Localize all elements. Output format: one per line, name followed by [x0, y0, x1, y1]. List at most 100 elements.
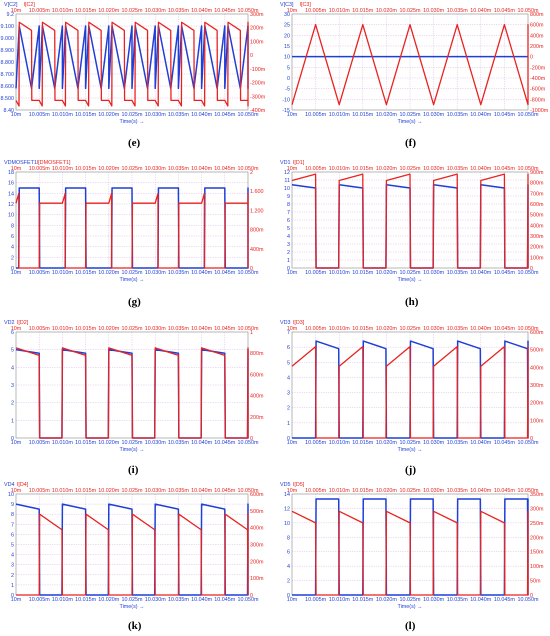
- y-tick-left: 6: [11, 330, 14, 336]
- x-tick-bottom: 10.030m: [423, 270, 444, 276]
- x-tick-bottom: 10m: [287, 112, 298, 118]
- y-tick-right: -800m: [530, 97, 546, 103]
- x-tick-bottom: 10.015m: [352, 112, 373, 118]
- x-tick-top: 10.015m: [75, 166, 96, 172]
- x-tick-top: 10.020m: [98, 8, 119, 14]
- caption-f: (f): [405, 137, 416, 149]
- x-tick-bottom: 10.040m: [191, 597, 212, 603]
- y-tick-left: 12: [284, 170, 290, 176]
- legend-entry: I[D5]: [293, 482, 305, 488]
- y-tick-left: 9.100: [1, 24, 15, 30]
- x-axis-label: Time(s) →: [120, 604, 145, 610]
- x-tick-bottom: 10.035m: [168, 270, 189, 276]
- x-tick-bottom: 10.035m: [447, 270, 468, 276]
- x-tick-top: 10.025m: [122, 8, 143, 14]
- x-tick-top: 10m: [287, 166, 298, 172]
- x-tick-top: 10.050m: [518, 166, 539, 172]
- x-tick-top: 10.025m: [122, 488, 143, 494]
- x-tick-top: 10.020m: [376, 166, 397, 172]
- y-tick-left: 8.40: [4, 108, 15, 114]
- panel-k: VD4 I[D4] 10m 10m 10.005m 10.005m 10.010m 10.01…: [0, 480, 270, 615]
- y-tick-left: 1: [287, 258, 290, 264]
- y-tick-right: 200m: [250, 415, 264, 421]
- x-tick-top: 10.015m: [352, 488, 373, 494]
- x-tick-top: 10.050m: [238, 166, 259, 172]
- y-tick-right: 600m: [250, 492, 264, 498]
- x-axis-label: Time(s) →: [398, 119, 423, 125]
- y-tick-left: 15: [284, 44, 290, 50]
- x-tick-bottom: 10m: [287, 270, 298, 276]
- x-tick-bottom: 10.035m: [168, 440, 189, 446]
- chart-k: VD4 I[D4]10m10m10.005m10.005m10.010m10.01…: [4, 482, 264, 610]
- x-tick-top: 10.020m: [376, 8, 397, 14]
- x-tick-top: 10.010m: [52, 326, 73, 332]
- series-line-red: [15, 192, 249, 269]
- x-tick-bottom: 10.015m: [75, 112, 96, 118]
- x-tick-bottom: 10.010m: [52, 112, 73, 118]
- x-tick-bottom: 10.020m: [376, 440, 397, 446]
- x-tick-bottom: 10.020m: [376, 112, 397, 118]
- legend-entry: VD4: [4, 482, 15, 488]
- x-tick-bottom: 10.040m: [470, 270, 491, 276]
- x-tick-top: 10.010m: [329, 326, 350, 332]
- x-tick-bottom: 10.020m: [98, 112, 119, 118]
- y-tick-left: 5: [11, 543, 14, 549]
- y-tick-left: 12: [8, 202, 14, 208]
- legend-entry: I[D2]: [17, 320, 29, 326]
- y-tick-right: 400m: [530, 223, 544, 229]
- y-tick-left: 8.500: [1, 96, 15, 102]
- x-tick-top: 10.015m: [352, 326, 373, 332]
- y-tick-left: 11: [284, 178, 290, 184]
- x-tick-top: 10.020m: [98, 488, 119, 494]
- y-tick-right: 50m: [530, 579, 541, 585]
- x-tick-top: 10.040m: [191, 488, 212, 494]
- y-tick-left: -10: [282, 97, 290, 103]
- y-tick-left: 3: [287, 391, 290, 397]
- y-tick-right: 1: [250, 330, 253, 336]
- plot-area: VDMOSFET1 I[DMOSFET1] 10m 10m 10.005m 10.005m…: [4, 160, 264, 283]
- x-tick-bottom: 10.015m: [75, 597, 96, 603]
- x-tick-top: 10.045m: [494, 488, 515, 494]
- y-tick-left: 8.600: [1, 84, 15, 90]
- x-tick-bottom: 10.045m: [494, 112, 515, 118]
- chart-j: VD3 I[D3]10m10m10.005m10.005m10.010m10.01…: [280, 320, 544, 453]
- plot-area: V[C3] I[C3]10m10m10.005m10.005m10.010m10.…: [280, 2, 549, 125]
- y-tick-left: 9: [11, 502, 14, 508]
- x-tick-top: 10.010m: [52, 8, 73, 14]
- y-tick-left: 0: [11, 266, 14, 272]
- x-tick-top: 10.005m: [305, 488, 326, 494]
- x-tick-top: 10.020m: [98, 166, 119, 172]
- caption-i: (i): [128, 464, 139, 476]
- y-tick-right: 250m: [530, 521, 544, 527]
- y-tick-right: -600m: [530, 87, 546, 93]
- y-tick-right: 400m: [530, 33, 544, 39]
- y-tick-right: -300m: [250, 94, 266, 100]
- x-tick-top: 10.045m: [494, 8, 515, 14]
- x-tick-top: 10.040m: [470, 326, 491, 332]
- y-tick-left: 25: [284, 23, 290, 29]
- y-tick-right: 500m: [530, 213, 544, 219]
- x-axis-label: Time(s) →: [120, 277, 145, 283]
- x-tick-top: 10.010m: [329, 8, 350, 14]
- y-tick-left: 2: [287, 406, 290, 412]
- y-tick-right: 800m: [530, 181, 544, 187]
- x-tick-top: 10.050m: [518, 326, 539, 332]
- x-tick-bottom: 10.040m: [470, 112, 491, 118]
- x-tick-bottom: 10.010m: [52, 440, 73, 446]
- x-tick-top: 10.035m: [168, 326, 189, 332]
- y-tick-right: 0: [530, 55, 533, 61]
- x-tick-bottom: 10.030m: [145, 270, 166, 276]
- x-tick-bottom: 10.020m: [98, 597, 119, 603]
- y-tick-right: 600m: [530, 202, 544, 208]
- x-tick-bottom: 10.025m: [122, 112, 143, 118]
- y-tick-left: 7: [287, 330, 290, 336]
- x-tick-bottom: 10.040m: [470, 440, 491, 446]
- y-tick-left: 1: [11, 418, 14, 424]
- x-tick-bottom: 10.015m: [75, 270, 96, 276]
- x-tick-top: 10.005m: [305, 166, 326, 172]
- caption-h: (h): [405, 296, 419, 308]
- legend-entry: V[C3]: [280, 2, 294, 8]
- x-tick-top: 10.015m: [75, 8, 96, 14]
- x-tick-bottom: 10.040m: [191, 270, 212, 276]
- plot-area: VD4 I[D4]10m10m10.005m10.005m10.010m10.01…: [4, 482, 264, 610]
